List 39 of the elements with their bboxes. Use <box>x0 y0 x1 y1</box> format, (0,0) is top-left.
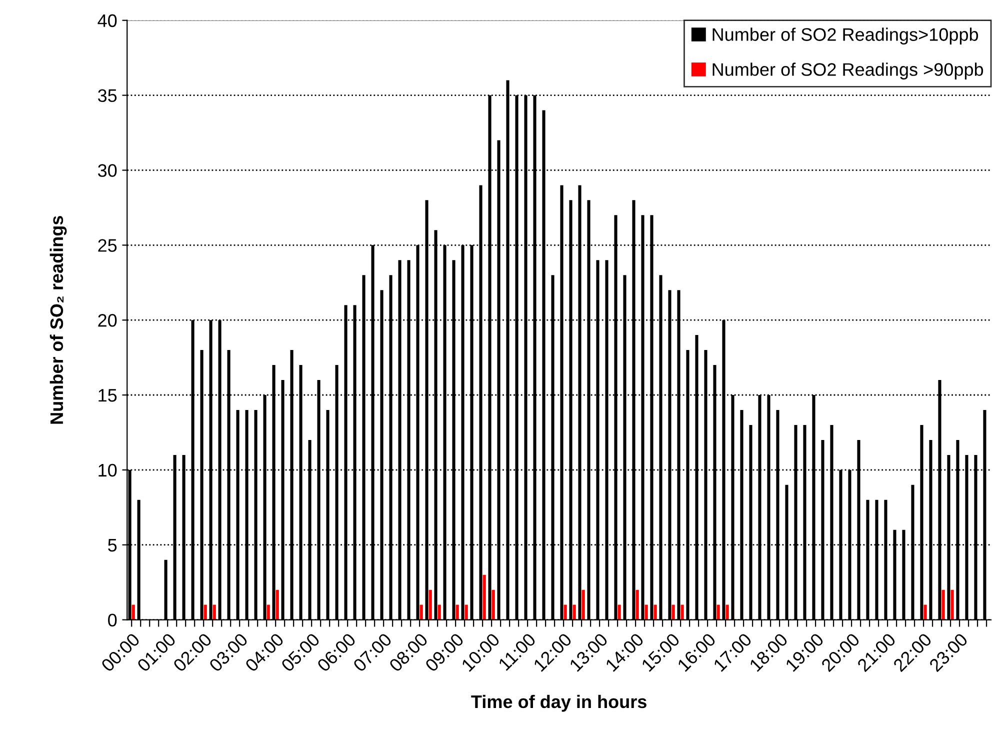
bar <box>456 604 459 620</box>
y-tick-label: 25 <box>98 239 117 252</box>
bar <box>950 590 954 620</box>
x-axis-title: Time of day in hours <box>471 694 646 712</box>
bar <box>636 590 639 620</box>
bar <box>212 604 216 620</box>
bar <box>492 590 495 620</box>
bar <box>572 604 576 620</box>
bar <box>672 604 675 620</box>
y-tick-label: 5 <box>108 538 117 552</box>
bar <box>276 590 279 620</box>
bar <box>464 604 468 620</box>
bar <box>942 590 945 620</box>
bar <box>716 604 720 620</box>
bar <box>204 604 207 620</box>
bar <box>482 574 486 620</box>
bar <box>438 604 441 620</box>
bar <box>132 604 135 620</box>
bar <box>266 604 270 620</box>
bar <box>924 604 927 620</box>
bar <box>582 590 585 620</box>
bar <box>564 604 567 620</box>
y-tick-label: 35 <box>98 89 117 102</box>
y-axis-title: Number of SO₂ readings <box>50 216 67 424</box>
bar <box>654 604 657 620</box>
y-tick-label: 10 <box>98 464 117 477</box>
bar <box>428 590 432 620</box>
legend-label: Number of SO2 Readings>10ppb <box>712 28 978 45</box>
bar <box>726 604 729 620</box>
y-tick-label: 30 <box>98 164 117 177</box>
bar <box>420 604 423 620</box>
bar <box>680 604 684 620</box>
y-tick-label: 40 <box>98 14 117 28</box>
legend-label: Number of SO2 Readings >90ppb <box>712 62 984 80</box>
y-tick-label: 0 <box>108 614 117 627</box>
bar <box>644 604 648 620</box>
y-tick-label: 15 <box>98 389 117 402</box>
y-tick-label: 20 <box>98 314 117 327</box>
bar <box>618 604 621 620</box>
